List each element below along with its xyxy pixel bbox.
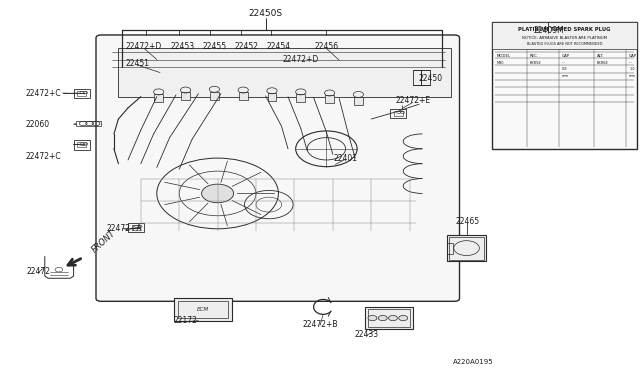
Text: NOTICE: ABRASIVE BLASTER ARE PLATINUM: NOTICE: ABRASIVE BLASTER ARE PLATINUM — [522, 36, 607, 40]
Text: 22472+C: 22472+C — [26, 89, 61, 97]
Bar — [447, 235, 486, 261]
Text: ---: --- — [562, 61, 566, 65]
Bar — [354, 97, 363, 105]
Text: mm: mm — [562, 74, 569, 78]
Bar — [492, 22, 637, 49]
Bar — [174, 298, 232, 321]
Text: 22472+C: 22472+C — [26, 152, 61, 161]
Bar — [296, 94, 305, 102]
Text: MODEL: MODEL — [497, 54, 511, 58]
Text: 22465: 22465 — [455, 217, 479, 226]
Circle shape — [388, 315, 397, 321]
FancyBboxPatch shape — [96, 35, 460, 301]
Bar — [132, 225, 140, 230]
Bar — [76, 121, 101, 126]
Bar — [449, 237, 484, 260]
Bar — [210, 92, 219, 100]
Bar — [368, 309, 410, 327]
Text: 22433: 22433 — [354, 330, 378, 339]
Text: 22172: 22172 — [173, 316, 198, 325]
Bar — [492, 22, 637, 149]
Bar — [325, 95, 334, 103]
Bar — [268, 93, 276, 101]
Bar — [178, 301, 228, 318]
Text: FRONT: FRONT — [90, 229, 117, 255]
Text: 22450: 22450 — [418, 74, 442, 83]
Text: 22409M: 22409M — [533, 26, 564, 35]
Text: GAP: GAP — [562, 54, 570, 58]
Circle shape — [399, 315, 408, 321]
Bar — [118, 48, 451, 97]
Text: 22453: 22453 — [170, 42, 195, 51]
Text: 22455: 22455 — [202, 42, 227, 51]
Text: 22472+E: 22472+E — [396, 96, 430, 105]
Text: BLASTED PLUGS ARE NOT RECOMMENDED: BLASTED PLUGS ARE NOT RECOMMENDED — [527, 42, 602, 46]
Text: 22472+B: 22472+B — [302, 320, 338, 329]
Text: A220A0195: A220A0195 — [453, 359, 494, 365]
Bar — [74, 89, 90, 98]
Text: 22472+A: 22472+A — [107, 224, 143, 233]
Text: M30: M30 — [497, 61, 504, 65]
Bar — [128, 223, 144, 232]
Text: 22454: 22454 — [266, 42, 291, 51]
Circle shape — [368, 315, 377, 321]
Text: BKR6E: BKR6E — [597, 61, 609, 65]
Text: PLATINUM TIPPED SPARK PLUG: PLATINUM TIPPED SPARK PLUG — [518, 27, 611, 32]
Text: REC.: REC. — [530, 54, 539, 58]
Text: 22060: 22060 — [26, 120, 50, 129]
Text: 22456: 22456 — [314, 42, 339, 51]
Bar — [181, 92, 190, 100]
Text: ECM: ECM — [197, 307, 209, 312]
Bar — [74, 140, 90, 150]
Bar — [390, 109, 406, 118]
Text: 22472+D: 22472+D — [283, 55, 319, 64]
Bar — [77, 142, 86, 147]
Bar — [365, 307, 413, 329]
Bar — [239, 92, 248, 100]
Text: ALT.: ALT. — [597, 54, 605, 58]
Text: 22450S: 22450S — [248, 9, 283, 17]
Text: ---: --- — [629, 61, 633, 65]
Text: 22472: 22472 — [26, 267, 51, 276]
Text: 22452: 22452 — [234, 42, 259, 51]
Text: 22472+D: 22472+D — [126, 42, 162, 51]
Bar — [77, 91, 86, 96]
Circle shape — [202, 184, 234, 203]
Text: BKR5E: BKR5E — [530, 61, 541, 65]
Bar — [154, 94, 163, 102]
Bar — [447, 243, 453, 254]
Text: 22401: 22401 — [333, 154, 358, 163]
Bar — [394, 111, 403, 116]
Text: 22451: 22451 — [125, 59, 150, 68]
Text: GAP: GAP — [629, 54, 637, 58]
Text: 0.8: 0.8 — [562, 67, 568, 71]
Text: mm: mm — [629, 74, 636, 78]
Text: 1.0: 1.0 — [629, 67, 635, 71]
Circle shape — [378, 315, 387, 321]
